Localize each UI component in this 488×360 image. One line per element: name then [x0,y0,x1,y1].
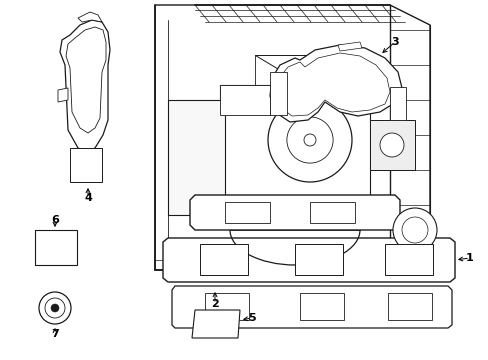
Text: 1: 1 [465,253,473,263]
Polygon shape [309,202,354,223]
Circle shape [39,292,71,324]
Text: 5: 5 [248,313,255,323]
Polygon shape [190,195,399,230]
Polygon shape [172,286,451,328]
Circle shape [286,117,332,163]
Polygon shape [155,5,429,270]
Polygon shape [254,55,309,88]
Polygon shape [384,244,432,275]
Polygon shape [220,85,269,115]
Polygon shape [299,293,343,320]
Polygon shape [369,120,414,170]
Polygon shape [200,244,247,275]
Polygon shape [35,230,77,265]
Circle shape [392,208,436,252]
Circle shape [401,217,427,243]
Polygon shape [163,238,454,282]
Circle shape [379,133,403,157]
Polygon shape [294,244,342,275]
Text: 7: 7 [51,329,59,339]
Polygon shape [204,293,248,320]
Polygon shape [269,45,401,122]
Polygon shape [66,27,106,133]
Polygon shape [337,42,361,51]
Polygon shape [276,53,389,116]
Polygon shape [192,310,240,338]
Polygon shape [269,72,286,115]
Circle shape [45,298,65,318]
Polygon shape [389,87,405,120]
Text: 4: 4 [84,193,92,203]
Polygon shape [78,12,102,22]
Polygon shape [70,148,102,182]
Polygon shape [58,88,68,102]
Polygon shape [60,20,110,152]
Circle shape [304,134,315,146]
Text: 6: 6 [51,215,59,225]
Polygon shape [220,85,369,220]
Polygon shape [168,100,224,215]
Polygon shape [224,202,269,223]
Circle shape [267,98,351,182]
Polygon shape [387,293,431,320]
Text: 2: 2 [211,299,219,309]
Circle shape [51,304,59,312]
Text: 3: 3 [390,37,398,47]
